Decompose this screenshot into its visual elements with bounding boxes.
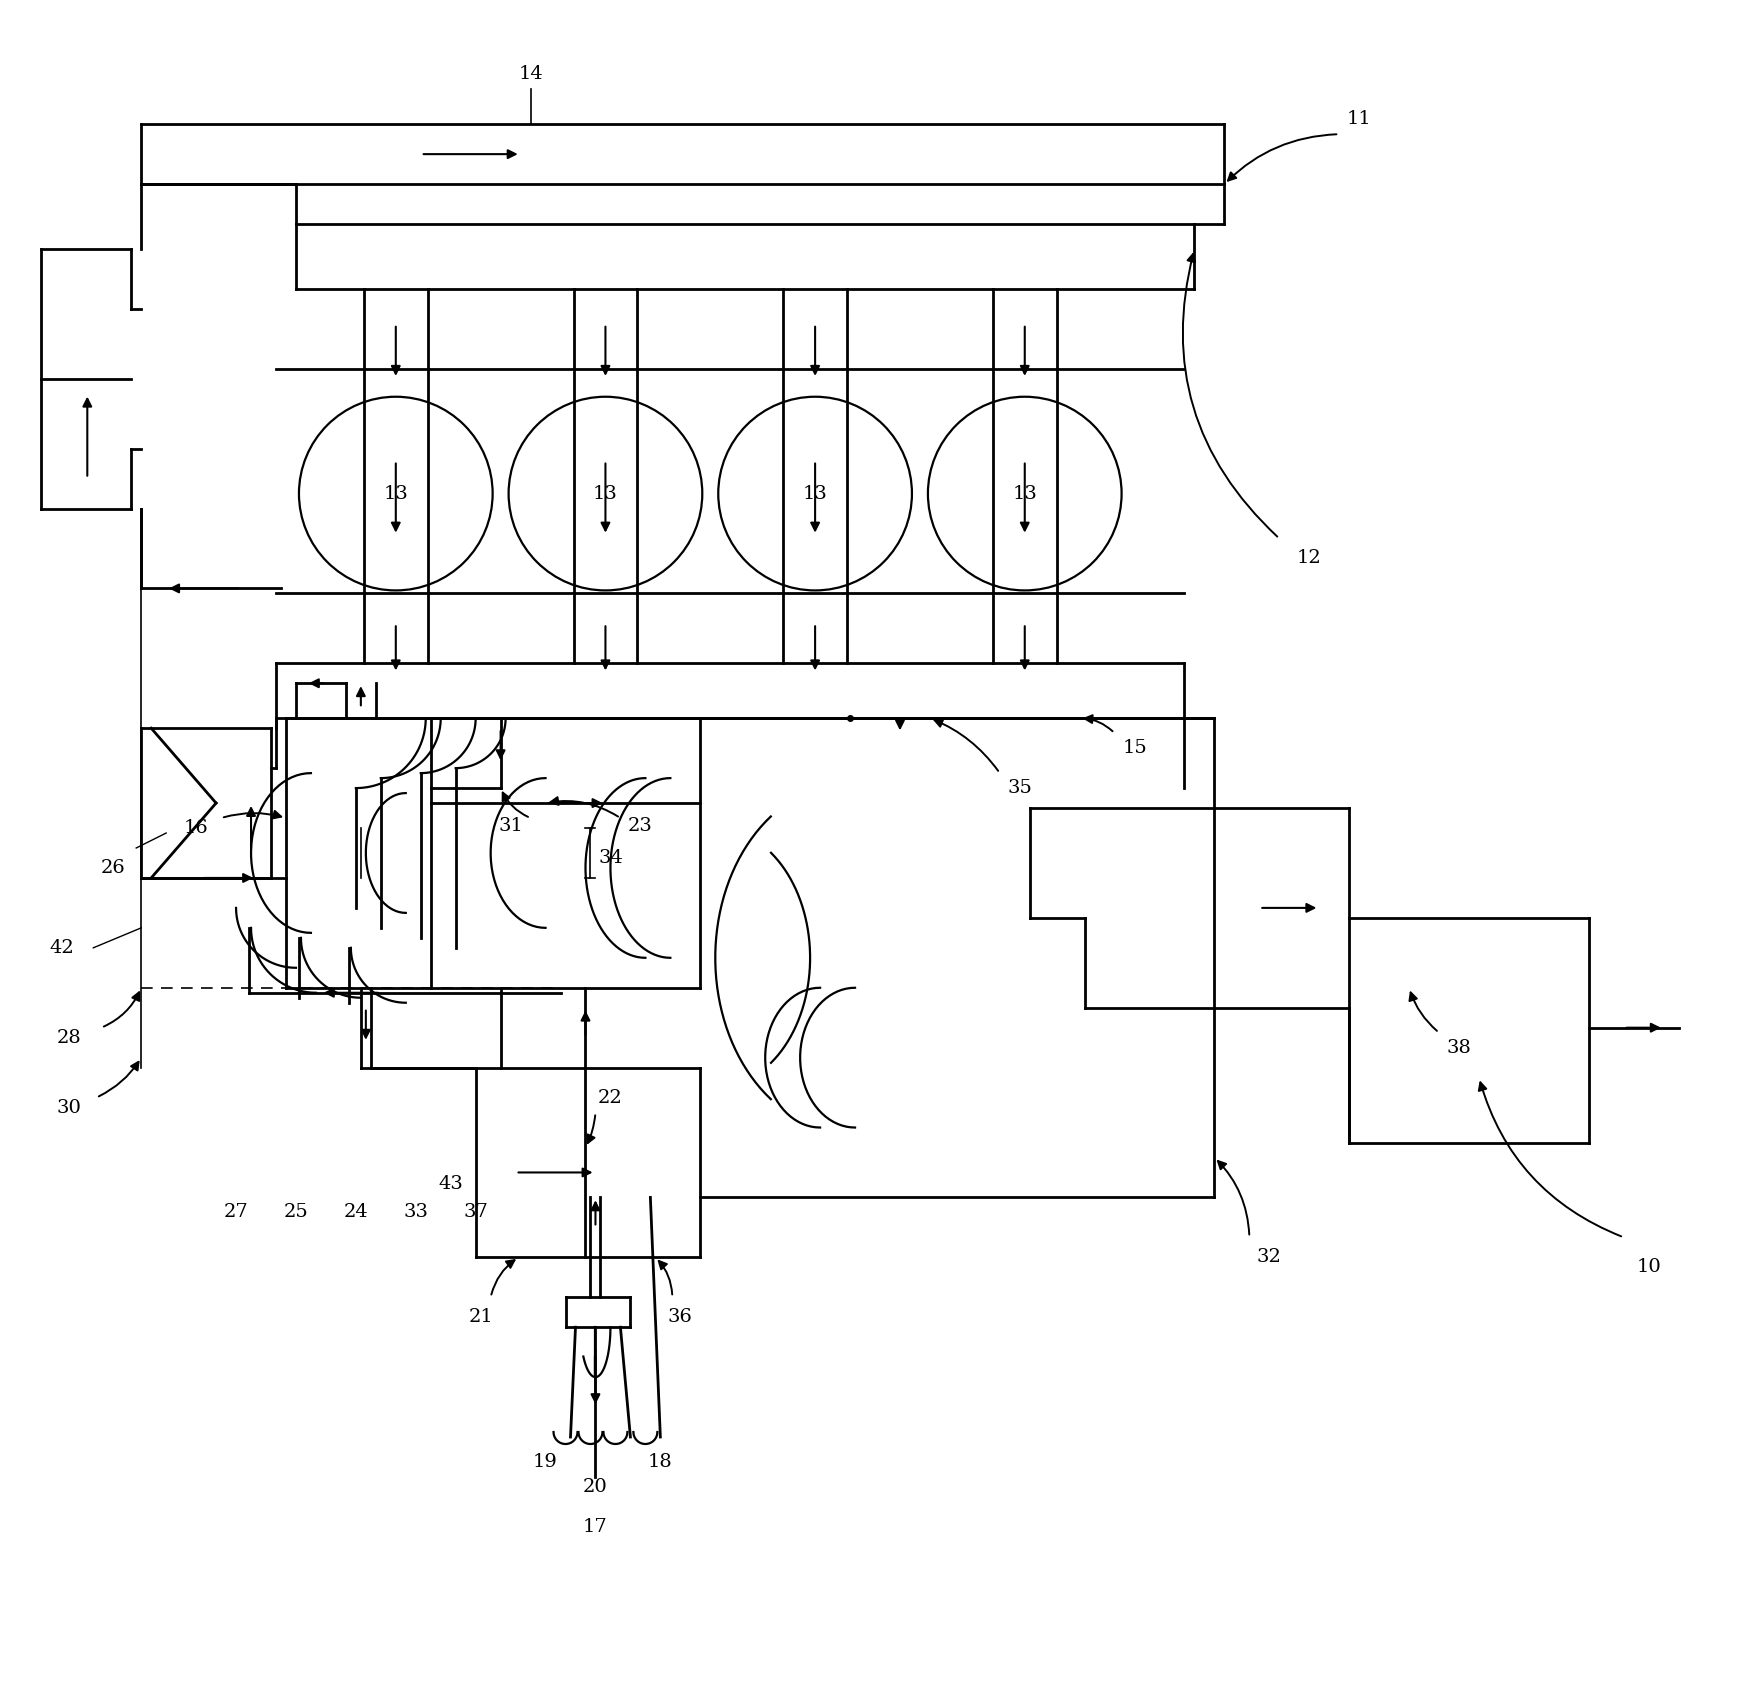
Text: 20: 20 [583, 1479, 607, 1496]
Text: 25: 25 [284, 1204, 309, 1222]
Text: 24: 24 [344, 1204, 369, 1222]
Text: 37: 37 [463, 1204, 488, 1222]
Text: 32: 32 [1257, 1249, 1281, 1266]
Text: 35: 35 [1007, 780, 1032, 797]
Text: 14: 14 [518, 66, 542, 83]
Text: 15: 15 [1121, 739, 1148, 758]
Text: 19: 19 [534, 1453, 558, 1470]
Text: 18: 18 [648, 1453, 672, 1470]
Text: 36: 36 [669, 1308, 693, 1327]
Text: 21: 21 [469, 1308, 493, 1327]
Text: 13: 13 [1013, 484, 1037, 503]
Text: 42: 42 [49, 939, 74, 957]
Text: 26: 26 [100, 859, 126, 878]
Text: 30: 30 [56, 1099, 82, 1116]
Text: 28: 28 [56, 1028, 82, 1047]
Text: 38: 38 [1446, 1038, 1471, 1057]
Text: 23: 23 [628, 817, 653, 836]
Text: 27: 27 [223, 1204, 249, 1222]
Text: 33: 33 [404, 1204, 428, 1222]
Text: 13: 13 [383, 484, 409, 503]
Text: 31: 31 [498, 817, 523, 836]
Text: 11: 11 [1346, 110, 1372, 128]
Text: 34: 34 [598, 849, 623, 868]
Text: 13: 13 [593, 484, 618, 503]
Text: 17: 17 [583, 1518, 607, 1536]
Text: 16: 16 [184, 819, 209, 837]
Text: 10: 10 [1636, 1258, 1660, 1276]
Text: 22: 22 [598, 1089, 623, 1107]
Text: 43: 43 [439, 1175, 463, 1193]
Text: 12: 12 [1297, 550, 1322, 567]
Text: 13: 13 [802, 484, 828, 503]
